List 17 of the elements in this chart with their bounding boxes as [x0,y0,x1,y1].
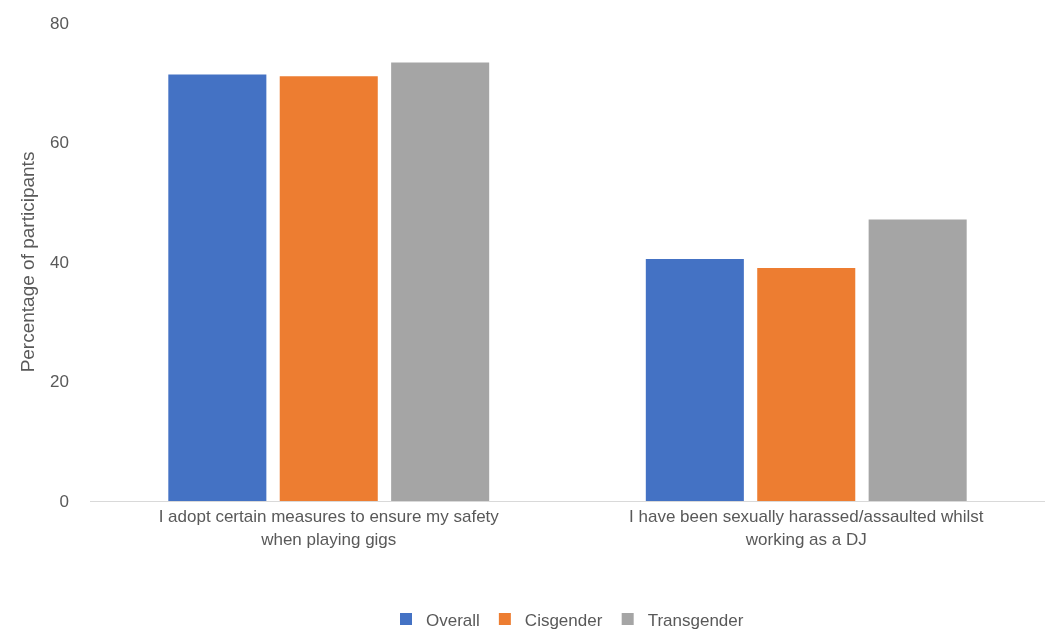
bar [757,267,856,501]
y-tick-label: 80 [50,13,69,33]
bar [391,62,490,501]
legend-label: Overall [426,610,480,630]
y-tick-label: 40 [50,252,69,272]
x-tick-label: I adopt certain measures to ensure my safety when playing gigs [158,507,500,549]
bar [645,259,744,501]
y-tick-label: 60 [50,133,69,153]
y-tick-label: 20 [50,372,69,392]
legend-label: Transgender [647,610,744,630]
bar [279,76,378,501]
bar [868,219,967,501]
bar [168,74,267,501]
y-tick-label: 0 [59,491,69,511]
y-axis-title: Percentage of participants [16,151,38,373]
legend-label: Cisgender [524,610,603,630]
x-tick-label: I have been sexually harassed/assaulted whilst working as a DJ [629,507,984,549]
